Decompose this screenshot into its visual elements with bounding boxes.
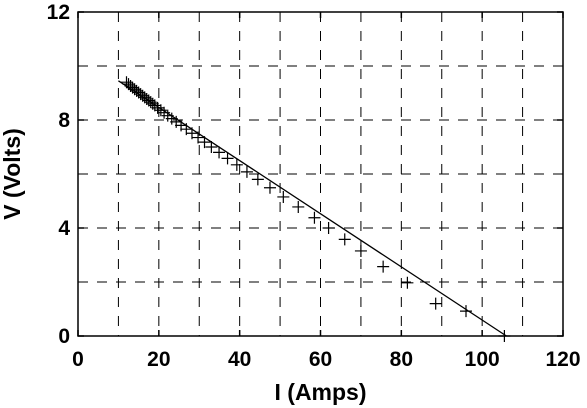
data-point <box>338 233 351 246</box>
data-point <box>354 244 367 257</box>
data-point <box>308 211 321 224</box>
x-tick-label: 120 <box>545 348 580 371</box>
axis-ticks <box>77 11 564 337</box>
x-tick-label: 20 <box>147 348 170 371</box>
data-point <box>263 181 276 194</box>
data-point <box>292 200 305 213</box>
data-point <box>185 127 198 140</box>
y-tick-label: 0 <box>58 325 70 348</box>
data-point <box>221 152 234 165</box>
data-point <box>401 276 414 289</box>
data-point <box>151 101 164 114</box>
fit-line-layer <box>118 80 507 337</box>
data-point <box>322 222 335 234</box>
data-point <box>377 260 390 273</box>
y-tick-label: 12 <box>47 1 70 24</box>
data-point <box>213 146 226 159</box>
fit-line <box>118 80 507 337</box>
data-point <box>277 190 290 203</box>
x-tick-label: 80 <box>390 348 413 371</box>
data-points <box>120 76 511 342</box>
data-point <box>251 173 264 186</box>
x-tick-label: 0 <box>72 348 84 371</box>
data-point <box>198 136 211 149</box>
y-tick-labels: 0 4 8 12 <box>47 1 71 348</box>
data-point <box>498 330 511 342</box>
grid-lines <box>78 12 563 336</box>
data-point <box>154 104 167 117</box>
data-point <box>148 99 161 112</box>
x-tick-label: 40 <box>228 348 251 371</box>
x-axis-label: I (Amps) <box>275 379 367 405</box>
data-point <box>460 305 472 318</box>
x-tick-label: 60 <box>309 348 332 371</box>
y-tick-label: 8 <box>58 109 70 132</box>
data-point <box>230 158 243 171</box>
data-point <box>205 141 218 153</box>
data-point <box>429 297 442 310</box>
y-axis-label: V (Volts) <box>0 128 25 220</box>
data-point <box>192 131 205 144</box>
data-point <box>240 165 253 178</box>
x-tick-label: 100 <box>465 348 500 371</box>
x-tick-labels: 0 20 40 60 80 100 120 <box>72 348 580 371</box>
y-tick-label: 4 <box>58 217 70 240</box>
